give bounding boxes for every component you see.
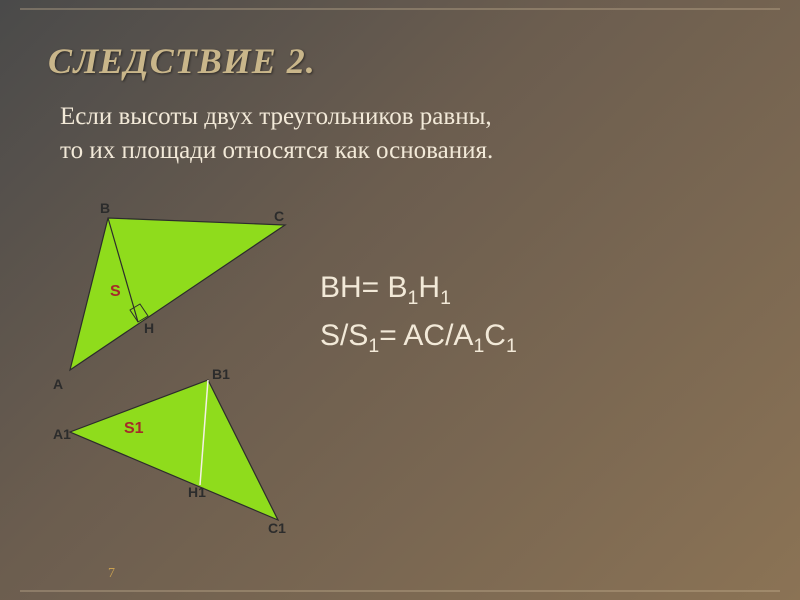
formulas-block: BH= B1H1 S/S1= AC/A1C1 xyxy=(320,265,517,361)
f2-mid: = AC/A xyxy=(379,319,473,352)
f1-mid: H xyxy=(418,271,440,304)
label-S: S xyxy=(110,283,121,301)
f2-end: C xyxy=(484,319,506,352)
subtitle-line2: то их площади относятся как основания. xyxy=(60,137,493,164)
geometry-svg xyxy=(50,200,310,540)
label-A1: A1 xyxy=(53,426,71,442)
diagram-container: A B C H S A1 B1 C1 H1 S1 xyxy=(50,200,310,520)
triangle-1 xyxy=(70,218,285,370)
triangle-2 xyxy=(70,380,278,520)
subtitle-line1: Если высоты двух треугольников равны, xyxy=(60,103,492,130)
label-H1: H1 xyxy=(188,484,206,500)
decorative-top-line xyxy=(20,8,780,10)
label-H: H xyxy=(144,320,154,336)
f1-sub2: 1 xyxy=(440,287,451,309)
label-C: C xyxy=(274,208,284,224)
slide-title: СЛЕДСТВИЕ 2. xyxy=(48,40,316,82)
slide-subtitle: Если высоты двух треугольников равны, то… xyxy=(60,100,750,168)
f2-sub3: 1 xyxy=(506,335,517,357)
label-C1: C1 xyxy=(268,520,286,536)
label-B1: B1 xyxy=(212,366,230,382)
f1-lhs: BH= B xyxy=(320,271,408,304)
label-B: B xyxy=(100,200,110,216)
f2-lhs: S/S xyxy=(320,319,368,352)
label-A: A xyxy=(53,376,63,392)
label-S1: S1 xyxy=(124,420,144,438)
decorative-bottom-line xyxy=(20,590,780,592)
f2-sub2: 1 xyxy=(473,335,484,357)
formula-2: S/S1= AC/A1C1 xyxy=(320,313,517,361)
f1-sub1: 1 xyxy=(408,287,419,309)
f2-sub1: 1 xyxy=(368,335,379,357)
formula-1: BH= B1H1 xyxy=(320,265,517,313)
page-number: 7 xyxy=(108,566,115,582)
